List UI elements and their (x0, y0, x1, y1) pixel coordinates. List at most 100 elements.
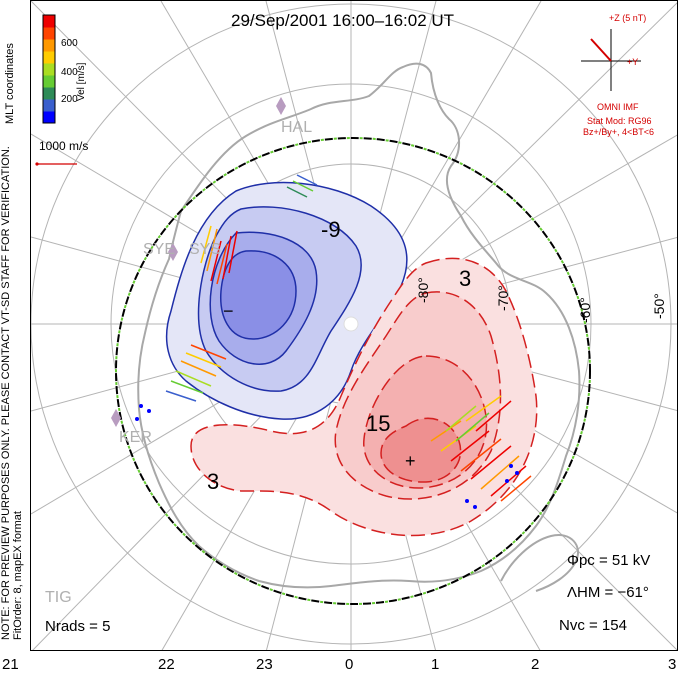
imf-clock (581, 29, 641, 91)
hm-boundary-dash (115, 137, 591, 605)
mlt-tick-1: 1 (431, 656, 440, 673)
station-label-tig: TIG (45, 589, 72, 606)
n-rads-stat: Nrads = 5 (45, 618, 111, 635)
station-label-sys: SYS (189, 241, 222, 258)
station-marker (111, 409, 121, 427)
contour-label-pos3b: 3 (207, 469, 220, 494)
colorbar-segment (43, 15, 55, 28)
vector (450, 430, 490, 462)
reference-vector-dot (35, 162, 39, 166)
imf-z-label: +Z (5 nT) (609, 13, 647, 23)
vector (500, 475, 532, 502)
mlt-tick-3: 3 (668, 656, 677, 673)
vector-dot (509, 464, 513, 468)
colorbar-tick-200: 200 (61, 94, 78, 105)
lat-label-60: -60° (577, 297, 593, 323)
vector (206, 228, 218, 272)
vector (200, 225, 212, 264)
preview-note-line1: NOTE: FOR PREVIEW PURPOSES ONLY. PLEASE … (0, 146, 12, 640)
station-markers (111, 97, 286, 427)
vector (470, 445, 512, 480)
imf-stat-mod: Stat Mod: RG96 (587, 116, 652, 126)
velocity-vectors-dawn (430, 395, 532, 502)
colorbar-label: Vel [m/s] (76, 62, 87, 101)
potential-min-marker: − (223, 301, 234, 321)
mlt-tick-0: 0 (345, 656, 354, 673)
imf-condition: Bz+/By+, 4<BT<6 (583, 127, 655, 137)
potential-max-marker: + (405, 451, 416, 471)
hm-boundary (115, 137, 591, 605)
vector-dot (465, 499, 469, 503)
velocity-vectors-dusk (165, 174, 318, 402)
station-label-ker: KER (119, 429, 152, 446)
colorbar-tick-600: 600 (61, 38, 78, 49)
vector (445, 405, 477, 432)
vector (185, 352, 222, 368)
reference-vector-label: 1000 m/s (39, 139, 89, 153)
vector-dot (139, 404, 143, 408)
colorbar-segment (43, 99, 55, 112)
colorbar-outline (42, 14, 56, 124)
vector (216, 243, 228, 285)
imf-vector (590, 38, 612, 62)
colorbar-segment (43, 87, 55, 100)
colorbar-segment (43, 51, 55, 64)
vector (190, 344, 227, 360)
preview-note-line2: FitOrder: 8, mapEX format (12, 511, 24, 640)
vector (170, 380, 204, 394)
vector (222, 235, 232, 280)
contour-label-pos3: 3 (459, 266, 472, 291)
vector (460, 438, 502, 472)
colorbar-tick-400: 400 (61, 67, 78, 78)
vector (175, 370, 212, 387)
vector (292, 180, 314, 192)
velocity-dots (135, 404, 519, 509)
vector (480, 455, 520, 490)
antarctic-coastline (137, 62, 581, 589)
lambda-hm-stat: ΛHM = −61° (567, 584, 649, 601)
colorbar (42, 14, 56, 124)
vector (296, 174, 318, 186)
n-vc-stat: Nvc = 154 (559, 617, 627, 634)
station-label-sye: SYE (143, 241, 176, 258)
map-frame: 29/Sep/2001 16:00–16:02 UT 1000 m/s +Z (… (30, 0, 678, 651)
mlt-tick-23: 23 (256, 656, 273, 673)
negative-cell (165, 181, 408, 420)
contour-label-pos15: 15 (366, 411, 391, 436)
vector (210, 240, 222, 282)
vector-dot (515, 471, 519, 475)
vector (465, 395, 502, 422)
imf-y-label: +Y (627, 57, 639, 67)
vector-dot (505, 479, 509, 483)
lat-label-70: -70° (495, 285, 511, 311)
vector-dot (147, 409, 151, 413)
colorbar-segment (43, 39, 55, 52)
imf-source: OMNI IMF (597, 102, 639, 112)
vector (165, 390, 197, 402)
pole-marker (343, 316, 359, 332)
colorbar-segment (43, 111, 55, 124)
station-marker (168, 243, 178, 261)
vector (455, 412, 490, 442)
lat-label-80: -80° (415, 277, 431, 303)
vector (180, 360, 217, 377)
mlt-tick-22: 22 (158, 656, 175, 673)
station-label-hal: HAL (281, 119, 313, 136)
colorbar-segment (43, 27, 55, 40)
coast-inlet (500, 534, 579, 592)
mlt-tick-21: 21 (2, 656, 19, 673)
station-marker (276, 97, 286, 115)
contour-label-neg9: -9 (321, 217, 341, 242)
vector-dot (473, 505, 477, 509)
preview-note: NOTE: FOR PREVIEW PURPOSES ONLY. PLEASE … (0, 146, 24, 640)
coordinate-system-label: MLT coordinates (4, 43, 16, 124)
colorbar-segment (43, 63, 55, 76)
map-title: 29/Sep/2001 16:00–16:02 UT (231, 11, 455, 30)
lat-label-50: -50° (651, 293, 667, 319)
vector (475, 400, 512, 432)
phi-pc-stat: Φpc = 51 kV (567, 552, 651, 569)
vector-dot (135, 417, 139, 421)
positive-cell (190, 257, 538, 537)
convection-map (31, 1, 677, 650)
vector (228, 230, 238, 274)
